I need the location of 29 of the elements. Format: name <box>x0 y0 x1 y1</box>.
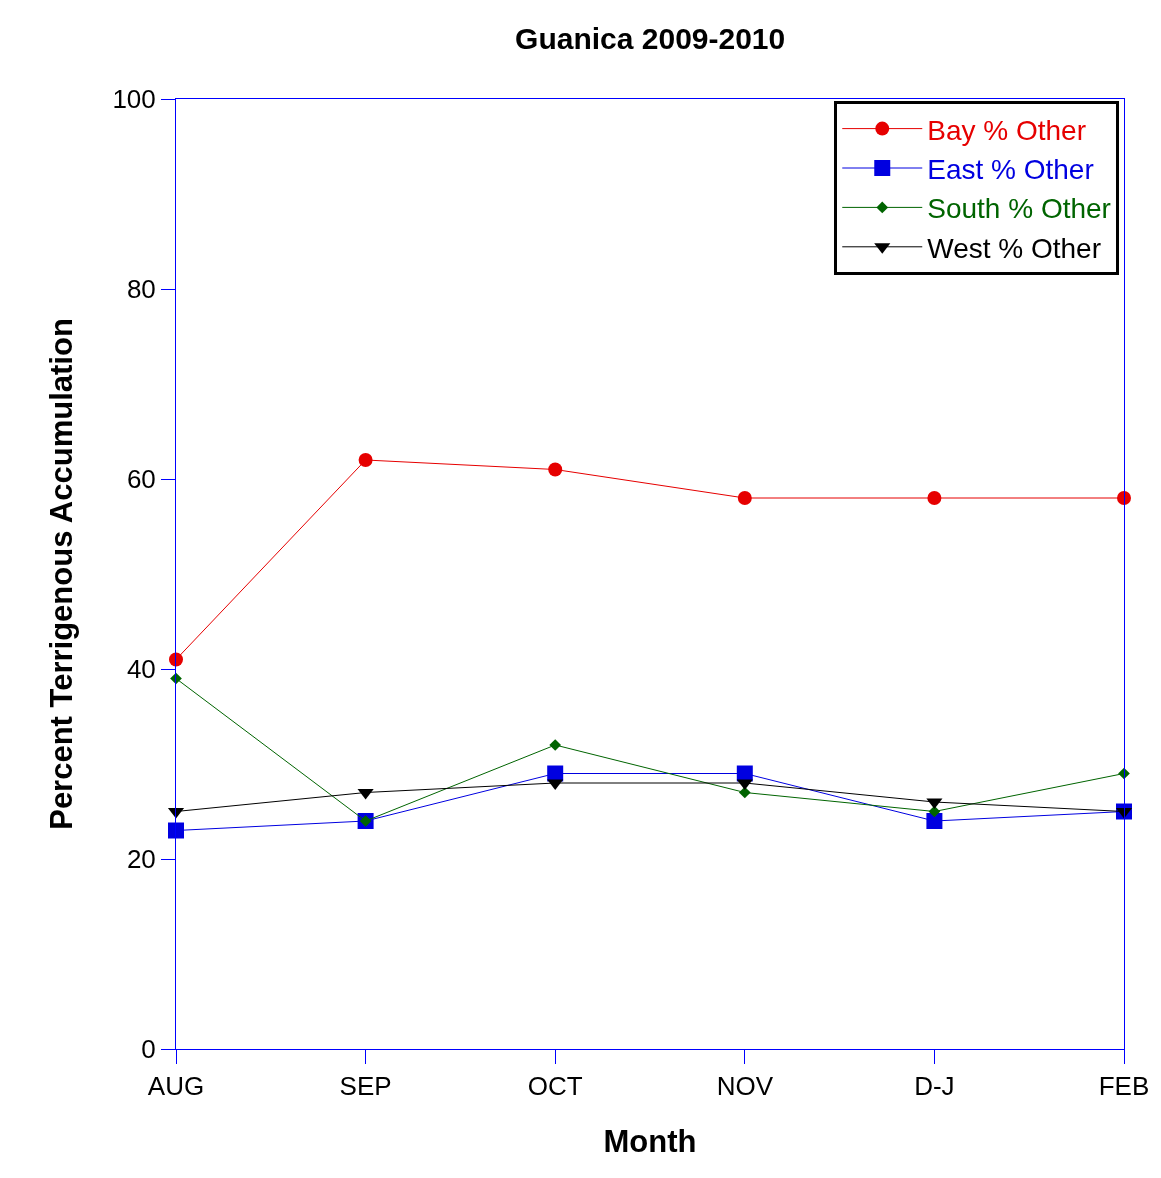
point <box>168 822 184 839</box>
x-axis-title: Month <box>603 1124 697 1160</box>
x-tick-label: D-J <box>914 1071 955 1102</box>
legend-label: South % Other <box>927 193 1111 225</box>
point <box>1117 491 1131 505</box>
point <box>737 491 752 505</box>
y-tick-label: 0 <box>141 1034 156 1065</box>
y-tick-label: 60 <box>126 464 156 495</box>
x-tick-label: NOV <box>716 1071 774 1102</box>
point <box>549 739 562 751</box>
legend-label: West % Other <box>927 232 1102 264</box>
point <box>358 453 373 467</box>
x-tick-label: FEB <box>1098 1071 1150 1102</box>
x-tick-label: AUG <box>147 1071 205 1102</box>
x-tick-label: SEP <box>339 1071 392 1102</box>
legend-label: East % Other <box>927 153 1094 185</box>
y-tick-label: 80 <box>126 274 156 305</box>
y-tick-label: 100 <box>112 84 156 115</box>
y-tick-label: 40 <box>126 654 156 685</box>
point <box>926 813 943 829</box>
x-tick-label: OCT <box>527 1071 583 1102</box>
y-tick-label: 20 <box>126 844 156 875</box>
point <box>1118 767 1130 780</box>
chart-title: Guanica 2009-2010 <box>515 22 786 56</box>
point <box>170 672 182 685</box>
point <box>548 462 563 477</box>
y-axis-title: Percent Terrigenous Accumulation <box>44 318 80 830</box>
legend-label: Bay % Other <box>927 114 1086 146</box>
point <box>927 491 942 505</box>
